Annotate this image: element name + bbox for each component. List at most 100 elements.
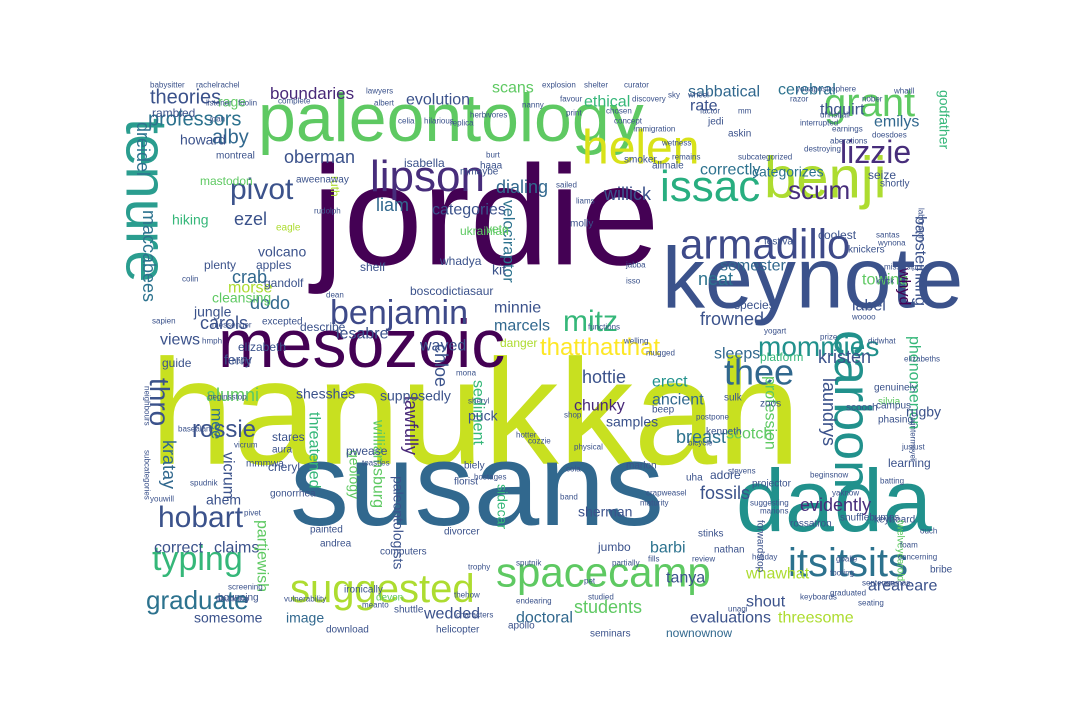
word-sediment: sediment: [470, 380, 487, 445]
word-shuttle: shuttle: [394, 604, 424, 615]
word-florist: florist: [454, 476, 478, 487]
word-molly: molly: [570, 218, 593, 229]
word-studied: studied: [588, 593, 614, 602]
word-mesozoic: mesozoic: [218, 306, 505, 382]
word-pwease: pwease: [346, 444, 388, 458]
word-mmmwa: mmmwa: [246, 458, 284, 469]
word-toasties: toasties: [362, 459, 390, 468]
word-tanya: tanya: [666, 569, 705, 586]
word-silvia: silvia: [878, 396, 901, 407]
word-pet: pet: [584, 577, 596, 586]
word-apollo: apollo: [508, 620, 535, 631]
word-wetness: wetness: [661, 139, 691, 148]
word-computers: computers: [380, 546, 427, 557]
word-goalie: goalie: [836, 555, 858, 564]
word-vicrum: vicrum: [234, 441, 258, 450]
word-jordie: jordie: [308, 136, 659, 295]
word-thee: thee: [724, 351, 794, 392]
word-remains: remains: [672, 153, 700, 162]
word-replica: replica: [450, 119, 474, 128]
word-learning: learning: [888, 456, 931, 470]
word-uhhshall: uhhshall: [820, 111, 850, 120]
word-somesome: somesome: [194, 609, 263, 625]
word-geology: geology: [347, 450, 363, 499]
word-benji: benji: [764, 146, 887, 211]
word-samples: samples: [606, 413, 658, 429]
word-festival: festival: [764, 236, 795, 247]
word-oberman: oberman: [284, 147, 355, 167]
word-ouch: ouch: [920, 527, 937, 536]
word-alumni: alumni: [206, 385, 259, 405]
word-kit: kit: [492, 261, 506, 277]
word-wynona: wynona: [877, 239, 906, 248]
word-campus: campus: [876, 400, 911, 411]
word-factor: factor: [700, 107, 720, 116]
word-print: print: [566, 109, 582, 118]
word-rate: rate: [690, 97, 718, 114]
word-favour: favour: [560, 95, 583, 104]
word-knickers: knickers: [848, 244, 885, 255]
word-sky: sky: [668, 91, 680, 100]
word-cerebral: cerebral: [778, 81, 836, 98]
word-kristen: kristen: [818, 347, 871, 367]
word-seminars: seminars: [590, 628, 631, 639]
word-erect: erect: [652, 373, 688, 390]
word-partially: partially: [612, 559, 640, 568]
word-allmale: allmale: [652, 160, 684, 171]
word-youapostrophere: youapostrophere: [796, 85, 857, 94]
word-celia: celia: [398, 117, 415, 126]
word-sleeps: sleeps: [714, 345, 760, 362]
word-breast: breast: [676, 427, 726, 447]
word-shout: shout: [746, 593, 786, 610]
word-seating: seating: [858, 599, 884, 608]
word-uha: uha: [686, 472, 703, 483]
word-foolin: foolin: [238, 99, 257, 108]
word-projector: projector: [752, 478, 792, 489]
word-typing: typing: [152, 540, 243, 578]
word-genuinely: genuinely: [874, 382, 917, 393]
word-whawhat: whawhat: [745, 565, 810, 582]
word-fills: fills: [648, 555, 660, 564]
word-endearing: endearing: [516, 597, 552, 606]
word-coolest: coolest: [818, 228, 857, 242]
word-bouncing: bouncing: [216, 595, 248, 604]
word-montreal: montreal: [216, 150, 255, 161]
word-lesabre: lesabre: [336, 325, 389, 342]
word-stinks: stinks: [698, 528, 724, 539]
word-interrupted: interrupted: [800, 119, 838, 128]
word-band: band: [560, 493, 578, 502]
word-minnie: minnie: [494, 299, 541, 316]
word-physical: physical: [574, 443, 603, 452]
word-carols: carols: [200, 313, 248, 333]
word-zoos: zoos: [760, 398, 781, 409]
word-listener: listener: [206, 99, 232, 108]
word-mee: mee: [208, 408, 225, 439]
word-review: review: [692, 555, 715, 564]
word-mitz: mitz: [563, 305, 618, 338]
word-gonorrhea: gonorrhea: [270, 488, 316, 499]
word-functions: functions: [588, 323, 620, 332]
word-beginsnow: beginsnow: [810, 471, 848, 480]
word-platform: platform: [760, 350, 803, 364]
word-ancient: ancient: [652, 391, 704, 408]
word-alby: alby: [212, 127, 249, 149]
word-species: species: [734, 298, 775, 312]
word-helen: helen: [582, 122, 699, 175]
word-wintermeyer: wintermeyer: [908, 417, 917, 462]
word-thro: thro: [144, 378, 175, 426]
word-hottie: hottie: [582, 367, 626, 387]
word-bicycle: bicycle: [688, 439, 713, 448]
word-phasing: phasing: [878, 414, 913, 425]
word-shelf: shelf: [360, 260, 386, 274]
word-benjamin: benjamin: [330, 294, 468, 332]
word-scotch: scotch: [726, 425, 772, 442]
word-ahem: ahem: [206, 491, 241, 507]
word-hanukkah: hanukkah: [150, 328, 801, 496]
word-knick: knick: [876, 277, 895, 286]
word-hiking: hiking: [172, 211, 209, 227]
word-rachelrachel: rachelrachel: [196, 81, 240, 90]
word-susans: susans: [290, 419, 664, 551]
word-volcano: volcano: [258, 243, 306, 259]
word-keynote: keynote: [662, 231, 963, 327]
word-correct: correct: [154, 539, 203, 556]
